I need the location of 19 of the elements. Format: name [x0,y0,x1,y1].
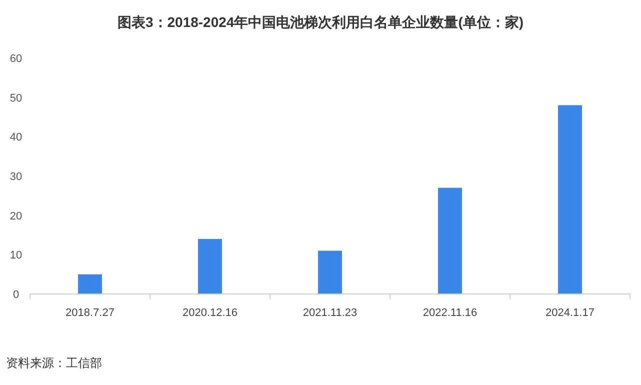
bar [558,105,582,294]
chart-title: 图表3：2018-2024年中国电池梯次利用白名单企业数量(单位：家) [117,14,524,30]
x-tick-label: 2022.11.16 [422,307,478,319]
x-tick-label: 2018.7.27 [66,307,114,319]
y-tick-label: 0 [12,289,20,301]
y-tick-label: 10 [10,250,22,262]
x-tick-label: 2020.12.16 [182,307,238,319]
bar [438,188,462,294]
text: 资料来源：工信部 [6,356,102,370]
x-tick-label: 2024.1.17 [546,307,594,319]
y-tick-label: 50 [10,92,22,104]
y-tick-label: 30 [10,171,22,183]
y-tick-label: 60 [10,53,22,65]
y-tick-label: 40 [10,132,22,144]
bar [78,274,102,294]
bar [318,250,342,294]
bar [198,238,222,294]
x-tick-label: 2021.11.23 [302,307,358,319]
y-tick-label: 20 [10,210,22,222]
